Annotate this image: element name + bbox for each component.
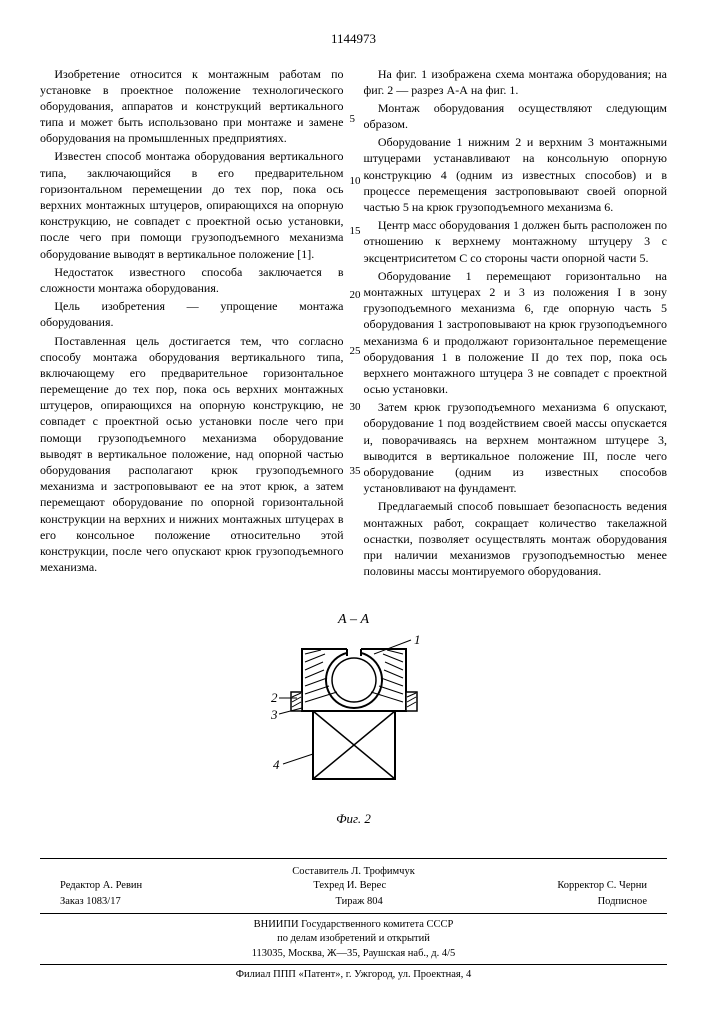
figure-2: А – А (40, 611, 667, 827)
fig-label-1: 1 (414, 634, 421, 647)
line-num: 15 (350, 224, 361, 239)
footer-tirazh: Тираж 804 (335, 895, 382, 909)
page-header: 1144973 (40, 30, 667, 48)
footer: Составитель Л. Трофимчук Редактор А. Рев… (40, 858, 667, 982)
para: Изобретение относится к монтажным работа… (40, 66, 344, 147)
figure-svg: 1 2 3 4 (269, 634, 439, 804)
footer-org1: ВНИИПИ Государственного комитета СССР (40, 918, 667, 932)
footer-addr1: 113035, Москва, Ж—35, Раушская наб., д. … (40, 947, 667, 961)
para: Центр масс оборудования 1 должен быть ра… (364, 217, 668, 266)
line-num: 5 (350, 112, 356, 127)
line-num: 20 (350, 288, 361, 303)
para: Оборудование 1 перемещают горизонтально … (364, 268, 668, 398)
footer-addr2: Филиал ППП «Патент», г. Ужгород, ул. Про… (40, 964, 667, 982)
para: Известен способ монтажа оборудования вер… (40, 148, 344, 261)
footer-tech: Техред И. Верес (313, 879, 386, 893)
para: На фиг. 1 изображена схема монтажа обору… (364, 66, 668, 98)
line-num: 35 (350, 464, 361, 479)
figure-section-label: А – А (40, 611, 667, 630)
fig-label-2: 2 (271, 690, 278, 705)
left-column: Изобретение относится к монтажным работа… (40, 66, 344, 582)
para: Оборудование 1 нижним 2 и верхним 3 монт… (364, 134, 668, 215)
line-num: 25 (350, 344, 361, 359)
doc-number: 1144973 (40, 30, 667, 48)
fig-label-4: 4 (273, 757, 280, 772)
para: Монтаж оборудования осуществляют следующ… (364, 100, 668, 132)
para: Цель изобретения — упрощение монтажа обо… (40, 298, 344, 330)
line-num: 30 (350, 400, 361, 415)
footer-proof: Корректор С. Черни (557, 879, 647, 893)
figure-caption: Фиг. 2 (40, 810, 667, 828)
text-columns: Изобретение относится к монтажным работа… (40, 66, 667, 582)
right-column: 5 10 15 20 25 30 35 На фиг. 1 изображена… (364, 66, 668, 582)
para: Поставленная цель достигается тем, что с… (40, 333, 344, 576)
footer-org2: по делам изобретений и открытий (40, 932, 667, 946)
footer-sign: Подписное (598, 895, 647, 909)
line-num: 10 (350, 174, 361, 189)
para: Недостаток известного способа заключаетс… (40, 264, 344, 296)
fig-label-3: 3 (270, 707, 278, 722)
footer-author: Составитель Л. Трофимчук (40, 865, 667, 879)
footer-order: Заказ 1083/17 (60, 895, 121, 909)
para: Затем крюк грузоподъемного механизма 6 о… (364, 399, 668, 496)
footer-editor: Редактор А. Ревин (60, 879, 142, 893)
para: Предлагаемый способ повышает безопасност… (364, 498, 668, 579)
